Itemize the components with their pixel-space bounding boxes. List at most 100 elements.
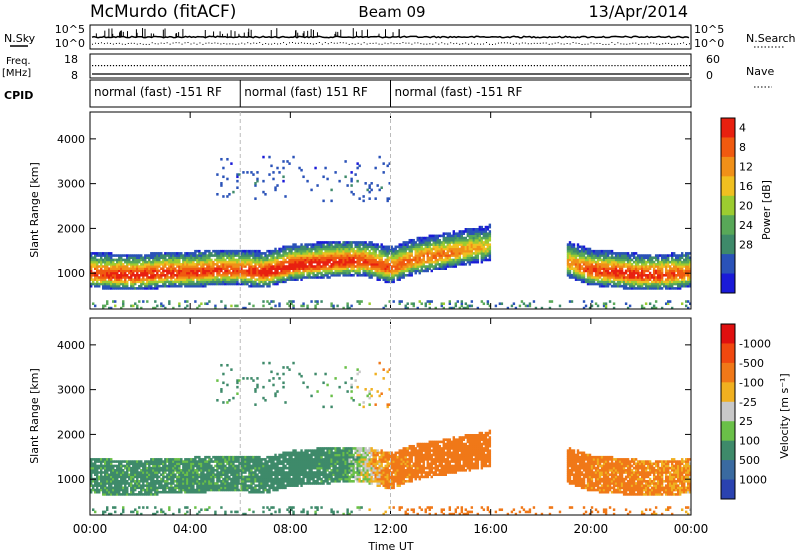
power-cell	[310, 265, 313, 268]
power-cell	[214, 252, 217, 255]
power-cell	[282, 269, 285, 273]
power-cell	[686, 284, 690, 288]
y-tick-label: 2000	[57, 222, 85, 235]
power-cell	[292, 278, 295, 281]
nave-dot	[372, 65, 374, 67]
power-cell	[206, 271, 209, 275]
velocity-cell	[102, 510, 105, 514]
nave-dot	[533, 65, 535, 67]
power-cell	[324, 249, 327, 253]
power-cell	[296, 269, 299, 273]
power-cell	[242, 273, 245, 277]
cpid-panel: CPID normal (fast) -151 RF normal (fast) …	[4, 79, 692, 108]
power-cell	[116, 258, 119, 262]
power-cell	[610, 249, 614, 253]
power-cell	[192, 263, 195, 266]
noise-search-dot	[581, 43, 583, 45]
noise-search-dot	[244, 43, 246, 45]
velocity-cell	[100, 460, 103, 463]
power-cell	[478, 236, 482, 240]
power-cell	[458, 249, 462, 253]
power-cell	[436, 267, 439, 270]
power-cell	[138, 287, 141, 290]
power-cell	[204, 271, 207, 275]
power-cell	[442, 238, 445, 242]
power-cell	[144, 263, 147, 266]
power-cell	[200, 256, 203, 260]
power-cell	[204, 269, 207, 273]
power-cell	[394, 247, 397, 251]
power-cell	[388, 300, 391, 303]
power-cell	[406, 241, 409, 244]
power-cell	[226, 276, 229, 279]
power-cell	[314, 252, 317, 255]
nave-dot	[363, 65, 365, 67]
power-cell	[596, 252, 600, 255]
power-cell	[202, 269, 205, 273]
power-cell	[584, 269, 588, 273]
power-cell	[638, 267, 642, 270]
power-cell	[120, 254, 123, 257]
power-cell	[532, 300, 536, 303]
power-cell	[330, 273, 333, 277]
power-cell	[456, 236, 460, 240]
nave-dot	[297, 65, 300, 67]
power-cell	[484, 256, 488, 260]
power-cell	[438, 265, 441, 268]
power-cell	[332, 267, 335, 270]
power-cell	[628, 258, 632, 262]
power-cell	[276, 278, 279, 281]
power-cell	[152, 287, 155, 290]
power-cell	[630, 284, 634, 288]
power-cell	[234, 263, 237, 266]
power-cell	[412, 258, 415, 262]
power-cell	[110, 267, 113, 270]
power-cell	[180, 284, 183, 288]
power-cell	[128, 278, 131, 281]
power-cell	[186, 282, 189, 286]
power-cell	[336, 252, 339, 255]
power-cell	[104, 280, 107, 284]
power-cell	[416, 256, 419, 260]
power-cell	[144, 284, 147, 288]
power-cell	[386, 258, 389, 262]
power-cell	[470, 228, 474, 231]
power-cell	[630, 278, 634, 281]
power-cell	[450, 260, 453, 264]
power-cell	[652, 304, 656, 308]
power-cell	[630, 258, 634, 262]
power-cell	[624, 271, 628, 275]
power-cell	[628, 269, 632, 273]
power-cell	[130, 260, 133, 264]
power-cell	[132, 304, 135, 308]
power-cell	[340, 247, 343, 251]
power-cell	[456, 254, 460, 257]
noise-search-dot	[611, 42, 613, 44]
power-cell	[288, 304, 291, 308]
power-cell	[98, 252, 101, 255]
power-cell	[464, 252, 468, 255]
power-cell	[150, 256, 153, 260]
power-cell	[640, 256, 644, 260]
power-cell	[216, 260, 219, 264]
power-cell	[338, 247, 341, 251]
velocity-cell	[100, 488, 103, 492]
power-cell	[278, 276, 281, 279]
power-cell	[376, 263, 379, 266]
power-cell	[632, 271, 636, 275]
power-cell	[294, 260, 297, 264]
power-cell	[354, 245, 357, 249]
power-cell	[230, 252, 233, 255]
power-cell	[284, 258, 287, 262]
velocity-cell	[112, 475, 115, 479]
noise-search-dot	[199, 42, 201, 44]
nave-dot	[480, 65, 482, 67]
power-cell	[470, 247, 474, 251]
velocity-cell	[92, 462, 95, 466]
power-cell	[346, 263, 349, 266]
power-cell	[470, 230, 474, 233]
noise-search-dot	[653, 42, 655, 44]
power-cell	[266, 256, 269, 260]
power-cell	[486, 241, 490, 244]
colorbar-swatch	[721, 254, 735, 275]
